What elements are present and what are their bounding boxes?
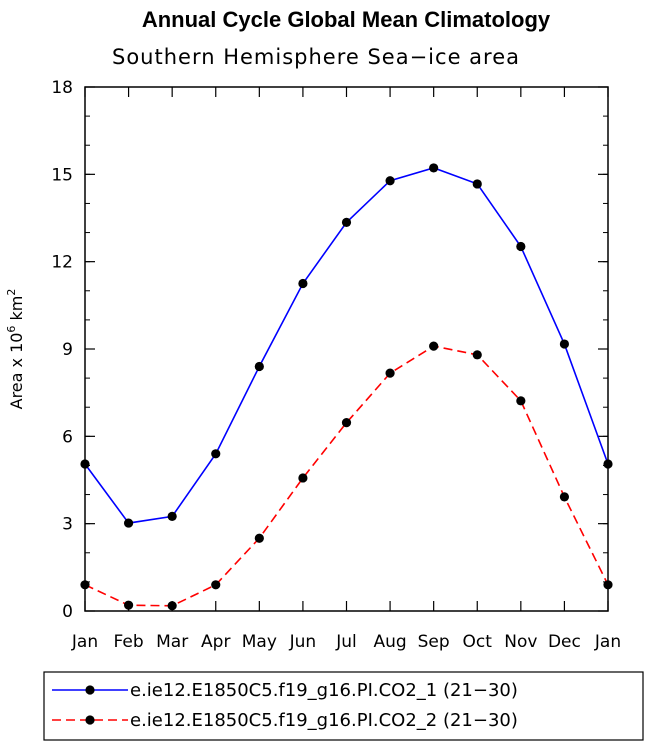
y-tick-label: 9 bbox=[62, 340, 73, 360]
x-tick-label: Jul bbox=[335, 632, 357, 652]
series-1-point bbox=[385, 176, 395, 186]
series-2-point bbox=[298, 473, 308, 483]
x-tick-label: Oct bbox=[463, 632, 493, 652]
x-tick-label: Aug bbox=[373, 632, 406, 652]
legend-label-series-2: e.ie12.E1850C5.f19_g16.PI.CO2_2 (21−30) bbox=[130, 710, 518, 731]
series-2-point bbox=[167, 601, 177, 611]
series-2-point bbox=[472, 350, 482, 360]
series-1-point bbox=[472, 179, 482, 189]
y-tick-label: 18 bbox=[51, 78, 73, 98]
series-1-point bbox=[516, 241, 526, 252]
y-tick-label: 0 bbox=[62, 602, 73, 622]
series-2-point bbox=[429, 341, 439, 351]
series-1-point bbox=[341, 217, 352, 227]
chart-subtitle: Southern Hemisphere Sea−ice area bbox=[112, 45, 520, 69]
series-2-point bbox=[516, 396, 526, 406]
series-2-point bbox=[254, 533, 264, 543]
series-1-point bbox=[254, 361, 264, 372]
y-label-unit: km bbox=[7, 296, 26, 326]
series-2-point bbox=[211, 580, 221, 590]
series-1-point bbox=[167, 511, 177, 521]
series-2-point bbox=[123, 600, 134, 610]
x-tick-label: Dec bbox=[548, 632, 581, 652]
x-tick-label: Sep bbox=[418, 632, 450, 652]
series-layer bbox=[80, 163, 613, 611]
series-2-point bbox=[385, 368, 395, 378]
x-tick-label: Jan bbox=[71, 632, 98, 652]
y-label-prefix: Area x 10 bbox=[7, 333, 26, 410]
legend-box bbox=[43, 671, 644, 741]
chart-title: Annual Cycle Global Mean Climatology bbox=[142, 7, 551, 32]
y-axis-label: Area x 106 km2 bbox=[5, 289, 26, 410]
legend-label-series-1: e.ie12.E1850C5.f19_g16.PI.CO2_1 (21−30) bbox=[130, 680, 518, 701]
y-label-exp: 6 bbox=[5, 326, 18, 333]
series-1-point bbox=[559, 339, 570, 349]
series-2-point bbox=[341, 418, 352, 428]
y-tick-label: 12 bbox=[51, 253, 73, 273]
legend: e.ie12.E1850C5.f19_g16.PI.CO2_1 (21−30) … bbox=[43, 671, 644, 741]
tick-labels: 0 3 6 9 12 15 18 Jan Feb Mar Apr May Jun Jul Aug Sep Oct… bbox=[51, 78, 621, 652]
y-tick-label: 6 bbox=[62, 427, 73, 447]
x-tick-label: Mar bbox=[156, 632, 188, 652]
y-label-unit-exp: 2 bbox=[5, 289, 18, 296]
plot-frame bbox=[84, 86, 609, 612]
series-1-point bbox=[211, 449, 221, 459]
series-1-point bbox=[429, 163, 439, 173]
x-tick-label: Jun bbox=[289, 632, 317, 652]
y-tick-label: 3 bbox=[62, 515, 73, 535]
x-tick-label: Jan bbox=[594, 632, 621, 652]
legend-marker-series-2 bbox=[85, 715, 95, 725]
series-1-point bbox=[298, 278, 308, 289]
x-tick-label: Nov bbox=[504, 632, 537, 652]
y-tick-label: 15 bbox=[51, 165, 73, 185]
axis-ticks bbox=[84, 86, 609, 612]
series-2-point bbox=[559, 492, 570, 502]
series-1-point bbox=[123, 518, 134, 528]
x-tick-label: Apr bbox=[201, 632, 230, 652]
x-tick-label: May bbox=[242, 632, 277, 652]
x-tick-label: Feb bbox=[114, 632, 144, 652]
series-2-line bbox=[84, 345, 609, 607]
legend-marker-series-1 bbox=[85, 685, 95, 695]
